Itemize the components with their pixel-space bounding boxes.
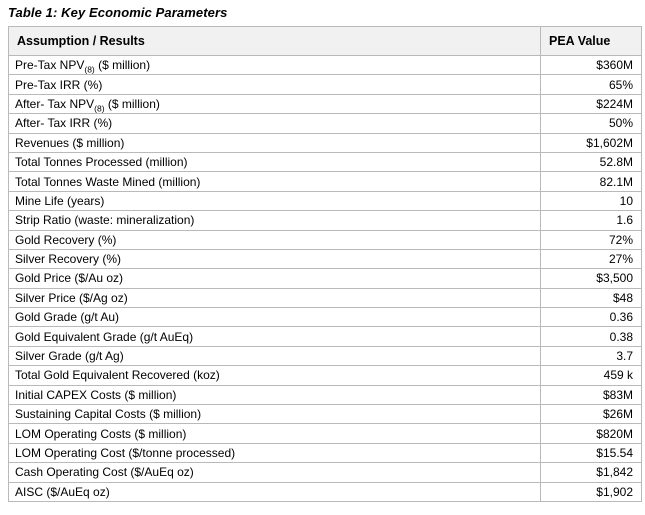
parameter-value: 0.38	[540, 326, 642, 347]
table-row: Silver Grade (g/t Ag) 3.7	[8, 345, 642, 367]
parameter-value: $3,500	[540, 268, 642, 289]
table-row: Cash Operating Cost ($/AuEq oz) $1,842	[8, 462, 642, 483]
parameter-label: Total Gold Equivalent Recovered (koz)	[8, 365, 541, 386]
table-row: Strip Ratio (waste: mineralization) 1.6	[8, 210, 642, 231]
table-body: Pre-Tax NPV(8) ($ million) $360M Pre-Tax…	[8, 54, 642, 502]
parameter-value: 65%	[540, 74, 642, 95]
parameter-label: Pre-Tax IRR (%)	[8, 74, 541, 95]
parameter-label: Total Tonnes Processed (million)	[8, 151, 541, 173]
table-row: AISC ($/AuEq oz) $1,902	[8, 481, 642, 502]
document-page: Table 1: Key Economic Parameters Assumpt…	[8, 5, 642, 502]
table-row: Silver Price ($/Ag oz) $48	[8, 287, 642, 309]
table-row: Gold Price ($/Au oz) $3,500	[8, 268, 642, 289]
parameter-value: $820M	[540, 423, 642, 444]
parameter-label: Total Tonnes Waste Mined (million)	[8, 171, 541, 192]
parameter-value: $224M	[540, 93, 642, 115]
parameter-value: 27%	[540, 248, 642, 270]
parameter-value: $48	[540, 287, 642, 309]
parameter-value: $1,902	[540, 481, 642, 502]
table-title: Table 1: Key Economic Parameters	[8, 5, 228, 20]
table-row: LOM Operating Cost ($/tonne processed) $…	[8, 442, 642, 464]
table-row: LOM Operating Costs ($ million) $820M	[8, 423, 642, 444]
table-row: After- Tax NPV(8) ($ million) $224M	[8, 93, 642, 115]
table-row: Gold Grade (g/t Au) 0.36	[8, 307, 642, 328]
parameter-value: $1,842	[540, 462, 642, 483]
table-row: Pre-Tax IRR (%) 65%	[8, 74, 642, 95]
parameter-label: Gold Recovery (%)	[8, 229, 541, 250]
parameter-label: Revenues ($ million)	[8, 132, 541, 153]
parameter-label: Silver Recovery (%)	[8, 248, 541, 270]
parameter-label: Strip Ratio (waste: mineralization)	[8, 210, 541, 231]
parameter-label: Sustaining Capital Costs ($ million)	[8, 404, 541, 425]
table-row: Total Gold Equivalent Recovered (koz) 45…	[8, 365, 642, 386]
table-row: Pre-Tax NPV(8) ($ million) $360M	[8, 54, 642, 76]
parameter-label: Initial CAPEX Costs ($ million)	[8, 384, 541, 406]
table-row: Initial CAPEX Costs ($ million) $83M	[8, 384, 642, 406]
parameter-value: 10	[540, 190, 642, 212]
parameter-value: $360M	[540, 54, 642, 76]
parameter-label: LOM Operating Costs ($ million)	[8, 423, 541, 444]
parameter-value: 82.1M	[540, 171, 642, 192]
economic-parameters-table: Assumption / Results PEA Value Pre-Tax N…	[8, 26, 642, 502]
parameter-label: Cash Operating Cost ($/AuEq oz)	[8, 462, 541, 483]
parameter-label: After- Tax NPV(8) ($ million)	[8, 93, 541, 115]
table-header-row: Assumption / Results PEA Value	[8, 26, 642, 56]
parameter-label: Mine Life (years)	[8, 190, 541, 212]
parameter-value: 1.6	[540, 210, 642, 231]
table-row: Silver Recovery (%) 27%	[8, 248, 642, 270]
table-row: Revenues ($ million) $1,602M	[8, 132, 642, 153]
column-header-pea-value: PEA Value	[540, 26, 642, 56]
parameter-value: 72%	[540, 229, 642, 250]
parameter-label: Gold Grade (g/t Au)	[8, 307, 541, 328]
parameter-value: 3.7	[540, 345, 642, 367]
parameter-label: After- Tax IRR (%)	[8, 113, 541, 134]
parameter-value: 52.8M	[540, 151, 642, 173]
table-row: Total Tonnes Processed (million) 52.8M	[8, 151, 642, 173]
parameter-value: 0.36	[540, 307, 642, 328]
table-row: Mine Life (years) 10	[8, 190, 642, 212]
parameter-label: Pre-Tax NPV(8) ($ million)	[8, 54, 541, 76]
parameter-value: $26M	[540, 404, 642, 425]
table-row: After- Tax IRR (%) 50%	[8, 113, 642, 134]
parameter-value: 50%	[540, 113, 642, 134]
parameter-value: 459 k	[540, 365, 642, 386]
column-header-assumption-results: Assumption / Results	[8, 26, 541, 56]
parameter-value: $83M	[540, 384, 642, 406]
parameter-label: AISC ($/AuEq oz)	[8, 481, 541, 502]
parameter-value: $15.54	[540, 442, 642, 464]
table-row: Sustaining Capital Costs ($ million) $26…	[8, 404, 642, 425]
parameter-value: $1,602M	[540, 132, 642, 153]
parameter-label: Silver Price ($/Ag oz)	[8, 287, 541, 309]
table-row: Gold Equivalent Grade (g/t AuEq) 0.38	[8, 326, 642, 347]
parameter-label: Gold Price ($/Au oz)	[8, 268, 541, 289]
parameter-label: Silver Grade (g/t Ag)	[8, 345, 541, 367]
table-row: Total Tonnes Waste Mined (million) 82.1M	[8, 171, 642, 192]
parameter-label: Gold Equivalent Grade (g/t AuEq)	[8, 326, 541, 347]
table-row: Gold Recovery (%) 72%	[8, 229, 642, 250]
parameter-label: LOM Operating Cost ($/tonne processed)	[8, 442, 541, 464]
